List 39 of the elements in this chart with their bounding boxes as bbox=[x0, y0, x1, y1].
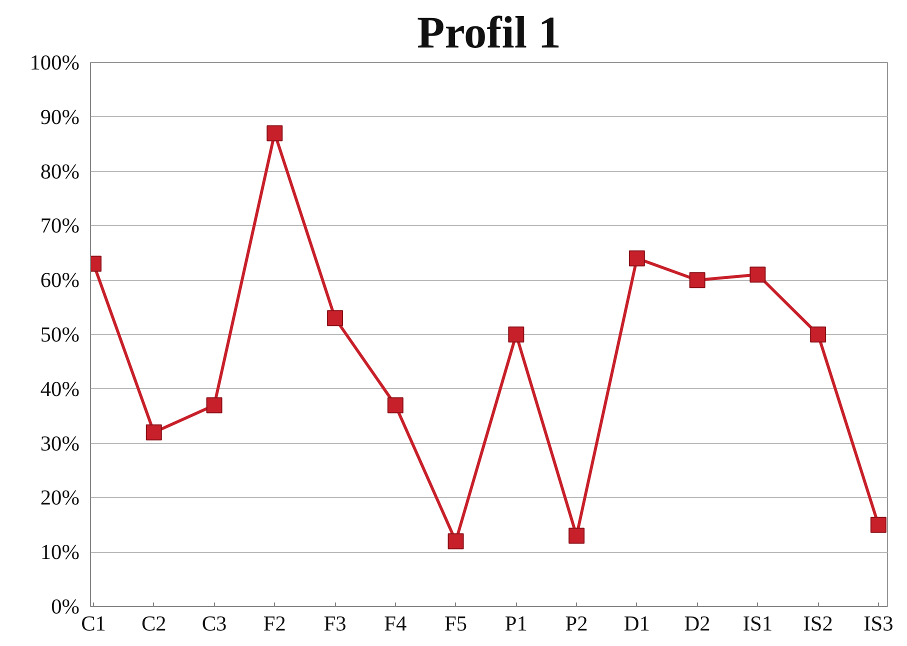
y-tick-label: 100% bbox=[30, 50, 80, 74]
x-tick-label: IS1 bbox=[742, 612, 773, 636]
x-tick-label: C1 bbox=[81, 612, 106, 636]
x-tick-label: C3 bbox=[202, 612, 227, 636]
point bbox=[146, 424, 162, 440]
point bbox=[689, 272, 706, 288]
point bbox=[327, 310, 344, 326]
y-tick-label: 10% bbox=[40, 540, 80, 564]
point bbox=[870, 516, 886, 533]
point bbox=[810, 326, 826, 342]
x-tick-label: D2 bbox=[684, 612, 710, 636]
x-tick-label: F5 bbox=[444, 612, 468, 636]
x-tick-label: C2 bbox=[141, 612, 166, 636]
y-tick-label: 90% bbox=[40, 104, 80, 129]
y-tick-label: 50% bbox=[40, 322, 80, 346]
x-tick-label: F3 bbox=[324, 612, 346, 636]
y-tick-label: 70% bbox=[40, 214, 80, 238]
point bbox=[568, 528, 585, 544]
point bbox=[266, 125, 283, 142]
point bbox=[448, 533, 464, 550]
y-tick-label: 30% bbox=[40, 431, 80, 456]
x-tick-label: IS3 bbox=[864, 612, 894, 636]
y-tick-label: 80% bbox=[40, 159, 80, 184]
y-tick-label: 20% bbox=[40, 486, 80, 510]
y-tick-label: 60% bbox=[40, 268, 80, 292]
x-tick-label: F2 bbox=[263, 612, 286, 636]
point bbox=[206, 397, 222, 414]
x-tick-label: P1 bbox=[504, 612, 528, 636]
point bbox=[387, 397, 404, 414]
point bbox=[628, 250, 645, 266]
point bbox=[508, 326, 524, 342]
y-tick-label: 0% bbox=[51, 594, 80, 618]
x-tick-label: D1 bbox=[624, 612, 650, 636]
x-tick-label: IS2 bbox=[803, 612, 833, 636]
x-tick-label: P2 bbox=[565, 612, 588, 636]
chart-title: Profil 1 bbox=[417, 8, 561, 58]
point bbox=[750, 266, 766, 283]
y-tick-label: 40% bbox=[40, 376, 80, 401]
x-tick-label: F4 bbox=[384, 612, 408, 636]
